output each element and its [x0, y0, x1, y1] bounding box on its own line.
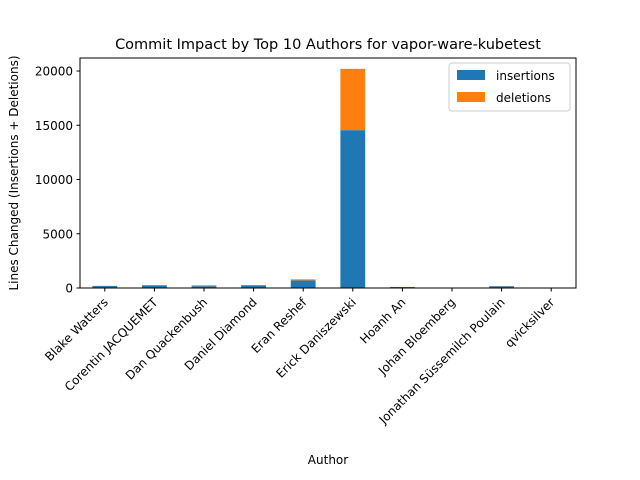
- plot-frame: [79, 57, 577, 289]
- y-tick-label-2: 10000: [35, 173, 73, 187]
- legend-label-deletions: deletions: [496, 91, 551, 105]
- x-tick-label-1: Corentin JACQUEMET: [62, 295, 161, 394]
- y-tick-label-0: 0: [65, 282, 73, 296]
- x-axis-title: Author: [308, 453, 348, 467]
- bar-insertions-3: [241, 285, 266, 288]
- bar-deletions-5: [340, 68, 366, 131]
- legend-swatch-deletions: [457, 92, 485, 102]
- y-axis-title: Lines Changed (Insertions + Deletions): [7, 55, 21, 290]
- bar-deletions-4: [290, 279, 316, 281]
- legend-label-insertions: insertions: [496, 69, 555, 83]
- bars-layer: [92, 68, 564, 288]
- chart-title: Commit Impact by Top 10 Authors for vapo…: [115, 37, 541, 53]
- x-tick-label-2: Dan Quackenbush: [123, 295, 210, 382]
- y-tick-label-1: 5000: [42, 227, 73, 241]
- bar-insertions-0: [92, 286, 118, 288]
- y-tick-label-4: 20000: [35, 65, 73, 79]
- legend-swatch-insertions: [457, 70, 485, 80]
- bar-insertions-8: [489, 286, 514, 288]
- bar-insertions-2: [191, 286, 217, 288]
- bar-insertions-1: [142, 285, 167, 288]
- x-tick-label-9: qvicksilver: [502, 295, 557, 350]
- y-axis-ticks: 0 5000 10000 15000 20000: [35, 65, 80, 296]
- bar-deletions-2: [191, 285, 217, 287]
- bar-insertions-5: [340, 130, 366, 288]
- bar-insertions-4: [290, 280, 316, 288]
- y-tick-label-3: 15000: [35, 119, 73, 133]
- legend: insertions deletions: [448, 62, 571, 112]
- x-tick-label-6: Hoanh An: [357, 295, 408, 346]
